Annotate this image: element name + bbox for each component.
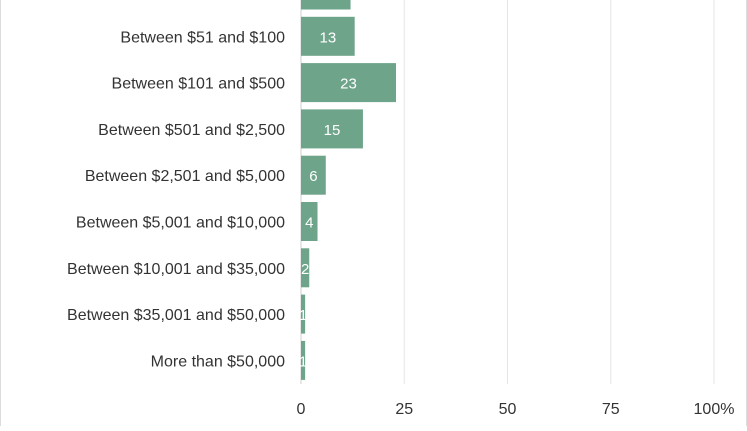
bar (301, 155, 326, 195)
bar-value-label: 1 (299, 353, 307, 370)
bar-value-label: 6 (309, 168, 317, 185)
category-label: Between $51 and $100 (120, 29, 285, 46)
bar-value-label: 13 (320, 29, 337, 46)
bar-value-label: 23 (340, 76, 357, 93)
bar-value-label: 1 (299, 307, 307, 324)
category-label: More than $50,000 (151, 353, 285, 370)
category-label: Between $501 and $2,500 (98, 122, 285, 139)
bar (301, 0, 351, 10)
bar-value-label: 15 (324, 122, 341, 139)
bar (301, 248, 310, 288)
category-label: Between $35,001 and $50,000 (67, 307, 285, 324)
bar-value-label: 2 (301, 261, 309, 278)
bar (301, 63, 396, 103)
x-axis-ticks: 0 25 50 75 100% (297, 401, 735, 418)
x-tick-label: 100% (694, 401, 735, 418)
x-tick-label: 50 (499, 401, 517, 418)
x-tick-label: 75 (602, 401, 620, 418)
category-label: Between $2,501 and $5,000 (85, 168, 285, 185)
bars: 13 23 15 6 4 2 1 1 (299, 0, 396, 380)
x-tick-label: 25 (395, 401, 413, 418)
bar (301, 16, 355, 56)
bar (301, 202, 318, 241)
bar (301, 340, 306, 380)
category-labels: Between $51 and $100 Between $101 and $50… (67, 29, 285, 370)
bar (301, 294, 306, 334)
grid-lines (300, 0, 715, 384)
category-label: Between $5,001 and $10,000 (76, 215, 285, 232)
category-label: Between $101 and $500 (112, 76, 286, 93)
category-label: Between $10,001 and $35,000 (67, 261, 285, 278)
bar-value-label: 4 (305, 215, 313, 232)
bar (301, 109, 363, 149)
x-tick-label: 0 (297, 401, 306, 418)
